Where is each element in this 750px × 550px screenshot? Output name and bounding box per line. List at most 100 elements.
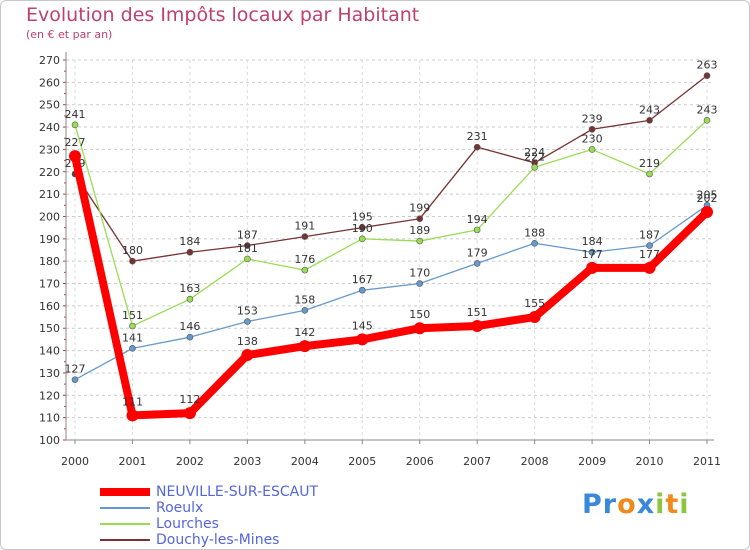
data-point — [69, 150, 81, 163]
data-point — [301, 233, 309, 240]
data-label: 187 — [639, 229, 660, 242]
data-point — [531, 163, 538, 171]
x-tick-label: 2003 — [233, 455, 261, 468]
data-label: 179 — [467, 246, 488, 259]
x-tick-label: 2005 — [348, 455, 376, 468]
legend-swatch — [100, 539, 150, 541]
data-point — [71, 376, 79, 383]
data-label: 243 — [639, 103, 660, 116]
data-point — [471, 320, 484, 332]
y-tick-label: 130 — [39, 367, 60, 380]
data-label: 177 — [639, 248, 660, 261]
data-label: 112 — [179, 393, 200, 406]
data-label: 202 — [697, 192, 718, 205]
y-tick-label: 240 — [39, 121, 60, 134]
data-label: 199 — [409, 202, 430, 215]
data-label: 190 — [352, 222, 373, 235]
data-point — [531, 239, 538, 247]
y-tick-label: 220 — [39, 166, 60, 179]
data-label: 141 — [122, 331, 143, 344]
legend-swatch — [100, 523, 150, 525]
data-label: 176 — [294, 253, 315, 266]
logo-letter: i — [655, 489, 666, 520]
y-tick-label: 160 — [39, 300, 60, 313]
data-point — [71, 121, 79, 129]
data-point — [241, 349, 254, 362]
data-label: 195 — [352, 211, 373, 224]
data-point — [588, 125, 596, 133]
legend-swatch — [100, 507, 150, 509]
series-line-douchy-les-mines — [74, 74, 708, 262]
data-point — [129, 345, 136, 352]
logo-letter: x — [636, 489, 656, 520]
data-label: 184 — [582, 235, 603, 248]
data-label: 239 — [582, 112, 603, 125]
data-label: 111 — [122, 395, 143, 408]
x-tick-label: 2010 — [636, 455, 664, 468]
y-tick-label: 260 — [39, 76, 60, 89]
data-label: 167 — [352, 273, 373, 286]
data-point — [416, 237, 424, 245]
data-point — [358, 235, 366, 243]
data-point — [129, 257, 136, 265]
x-tick-label: 2008 — [521, 455, 549, 468]
data-label: 180 — [122, 244, 143, 257]
data-point — [701, 206, 713, 218]
data-label: 263 — [697, 59, 718, 72]
y-tick-label: 190 — [39, 233, 60, 246]
data-label: 222 — [524, 150, 545, 163]
data-label: 188 — [524, 226, 545, 239]
series-line-roeulx — [74, 204, 708, 381]
y-tick-label: 200 — [39, 210, 60, 223]
data-label: 243 — [697, 103, 718, 116]
x-tick-label: 2006 — [406, 455, 434, 468]
x-tick-label: 2011 — [693, 455, 721, 468]
data-point — [703, 72, 711, 79]
y-tick-label: 230 — [39, 143, 60, 156]
data-point — [646, 242, 653, 249]
logo-letter: P — [582, 489, 603, 520]
x-tick-label: 2000 — [61, 455, 89, 468]
logo-letter: i — [679, 489, 690, 520]
data-point — [586, 261, 599, 274]
chart-title: Evolution des Impôts locaux par Habitant — [26, 4, 420, 26]
data-point — [416, 215, 424, 223]
data-label: 189 — [409, 224, 430, 237]
data-point — [358, 286, 366, 294]
y-tick-label: 250 — [39, 99, 60, 112]
proxiti-logo: Proxiti — [582, 489, 690, 520]
y-tick-label: 110 — [39, 412, 60, 425]
data-label: 127 — [65, 363, 86, 376]
data-label: 158 — [294, 293, 315, 306]
data-point — [416, 280, 424, 287]
data-point — [183, 407, 196, 420]
legend-swatch — [100, 488, 150, 496]
data-point — [528, 311, 541, 324]
data-label: 184 — [179, 235, 200, 248]
data-point — [244, 318, 251, 325]
y-tick-label: 170 — [39, 278, 60, 291]
data-label: 155 — [524, 297, 545, 310]
y-tick-label: 210 — [39, 188, 60, 201]
data-point — [473, 143, 481, 151]
data-point — [186, 248, 194, 256]
data-label: 219 — [639, 157, 660, 170]
data-label: 177 — [582, 248, 603, 261]
data-point — [646, 170, 653, 178]
data-point — [186, 333, 194, 341]
data-label: 194 — [467, 213, 488, 226]
data-label: 153 — [237, 305, 258, 318]
data-point — [298, 340, 311, 353]
data-point — [301, 266, 309, 274]
data-point — [244, 242, 251, 249]
y-tick-label: 100 — [39, 434, 60, 447]
data-label: 227 — [65, 136, 86, 149]
x-tick-label: 2007 — [463, 455, 491, 468]
data-label: 224 — [524, 146, 545, 159]
data-point — [646, 117, 653, 124]
data-label: 151 — [467, 306, 488, 319]
data-label: 146 — [179, 320, 200, 333]
data-point — [358, 224, 366, 231]
y-tick-label: 270 — [39, 54, 60, 67]
